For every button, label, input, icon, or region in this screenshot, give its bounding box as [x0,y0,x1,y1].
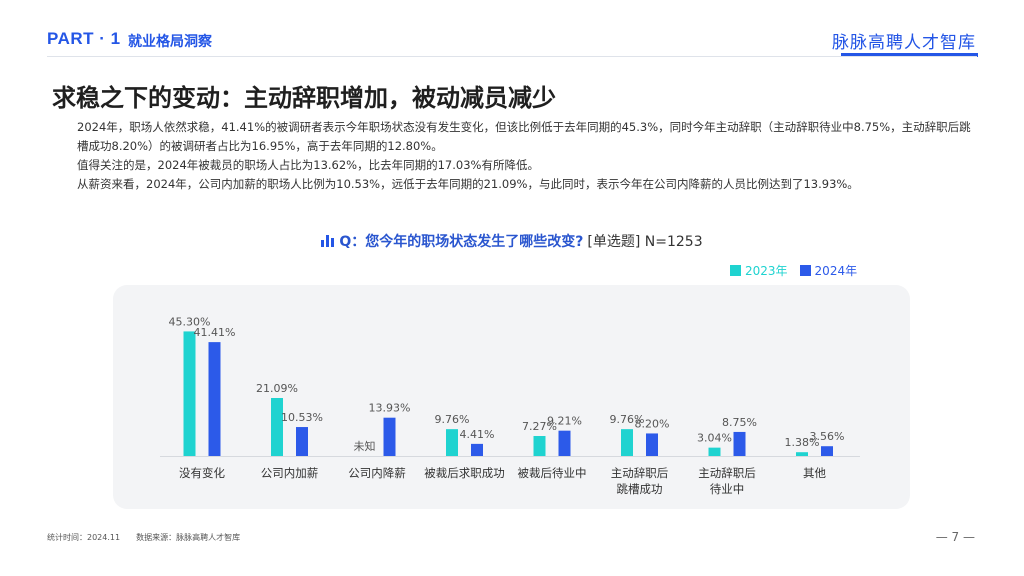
data-label-2024-0: 41.41% [194,326,236,339]
data-label-2023-6: 3.04% [697,432,732,445]
bar-2024-4 [558,430,571,456]
chart-legend: 2023年 2024年 [730,262,857,279]
bar-2024-2 [383,417,396,456]
x-tick-label-5-line-1: 跳槽成功 [617,482,663,496]
data-label-2024-7: 3.56% [810,430,845,443]
x-tick-label-7: 其他 [803,466,826,480]
data-label-2024-2: 13.93% [369,402,411,415]
legend-label-2023: 2023年 [745,264,788,278]
page-number: — 7 — [935,530,975,544]
data-label-2023-4: 7.27% [522,420,557,433]
bar-2023-0 [183,331,196,456]
legend-swatch-2024 [799,265,811,276]
summary-text: 2024年，职场人依然求稳，41.41%的被调研者表示今年职场状态没有发生变化，… [47,118,977,194]
legend-swatch-2023 [730,265,741,276]
data-label-2024-3: 4.41% [460,428,495,441]
x-tick-label-1: 公司内加薪 [261,466,319,480]
bar-2023-4 [533,436,546,456]
footer-source: 数据来源：脉脉高聘人才智库 [136,533,241,542]
x-tick-label-5-line-0: 主动辞职后 [611,466,669,480]
data-label-2024-1: 10.53% [281,411,323,424]
data-label-2024-6: 8.75% [722,416,757,429]
bar-chart-icon [321,235,335,247]
bar-2023-6 [708,447,721,456]
page-title: 求稳之下的变动：主动辞职增加，被动减员减少 [52,84,556,112]
x-tick-label-2: 公司内降薪 [348,466,406,480]
header-divider [47,56,977,57]
data-label-2024-4: 9.21% [547,415,582,428]
part-label: PART · 1 [47,29,121,48]
x-tick-label-3: 被裁后求职成功 [424,466,505,480]
x-tick-label-4: 被裁后待业中 [518,466,587,480]
chart-panel [113,285,910,509]
bar-2024-1 [296,427,308,456]
section-title: 就业格局洞察 [128,34,212,50]
chart-question: Q：您今年的职场状态发生了哪些改变? [单选题] N=1253 [0,231,1024,251]
brand-name: 脉脉高聘人才智库 [832,33,976,53]
footer: 统计时间：2024.11 数据来源：脉脉高聘人才智库 [47,532,240,543]
paragraph-1: 2024年，职场人依然求稳，41.41%的被调研者表示今年职场状态没有发生变化，… [77,120,971,153]
data-label-2023-7: 1.38% [785,436,820,449]
question-text: Q：您今年的职场状态发生了哪些改变? [339,234,584,250]
paragraph-2: 值得关注的是，2024年被裁员的职场人占比为13.62%，比去年同期的17.03… [77,158,539,172]
bar-2024-0 [208,342,221,456]
legend-item-2024: 2024年 [799,262,858,279]
bar-2023-1 [271,398,283,456]
brand-underline [841,53,978,57]
data-label-2023-5: 9.76% [610,413,645,426]
bar-2024-6 [733,431,746,456]
legend-item-2023: 2023年 [730,262,788,279]
bar-2024-5 [646,433,658,456]
x-tick-label-6-line-0: 主动辞职后 [698,466,756,480]
data-label-2023-3: 9.76% [435,413,470,426]
data-label-2023-1: 21.09% [256,382,298,395]
legend-label-2024: 2024年 [814,264,858,278]
x-tick-label-6-line-1: 待业中 [710,482,745,496]
bar-2023-7 [796,452,808,456]
bar-2023-3 [446,429,458,456]
data-label-2024-5: 8.20% [635,417,670,430]
data-label-2023-0: 45.30% [169,315,211,328]
x-tick-label-0: 没有变化 [179,466,225,480]
paragraph-3: 从薪资来看，2024年，公司内加薪的职场人比例为10.53%，远低于去年同期的2… [77,177,859,191]
bar-2024-7 [821,446,833,456]
footer-time: 统计时间：2024.11 [47,533,121,542]
bar-2024-3 [471,443,483,456]
bar-2023-5 [621,429,633,456]
question-meta: [单选题] N=1253 [587,234,703,250]
data-label-2023-2: 未知 [354,439,376,453]
